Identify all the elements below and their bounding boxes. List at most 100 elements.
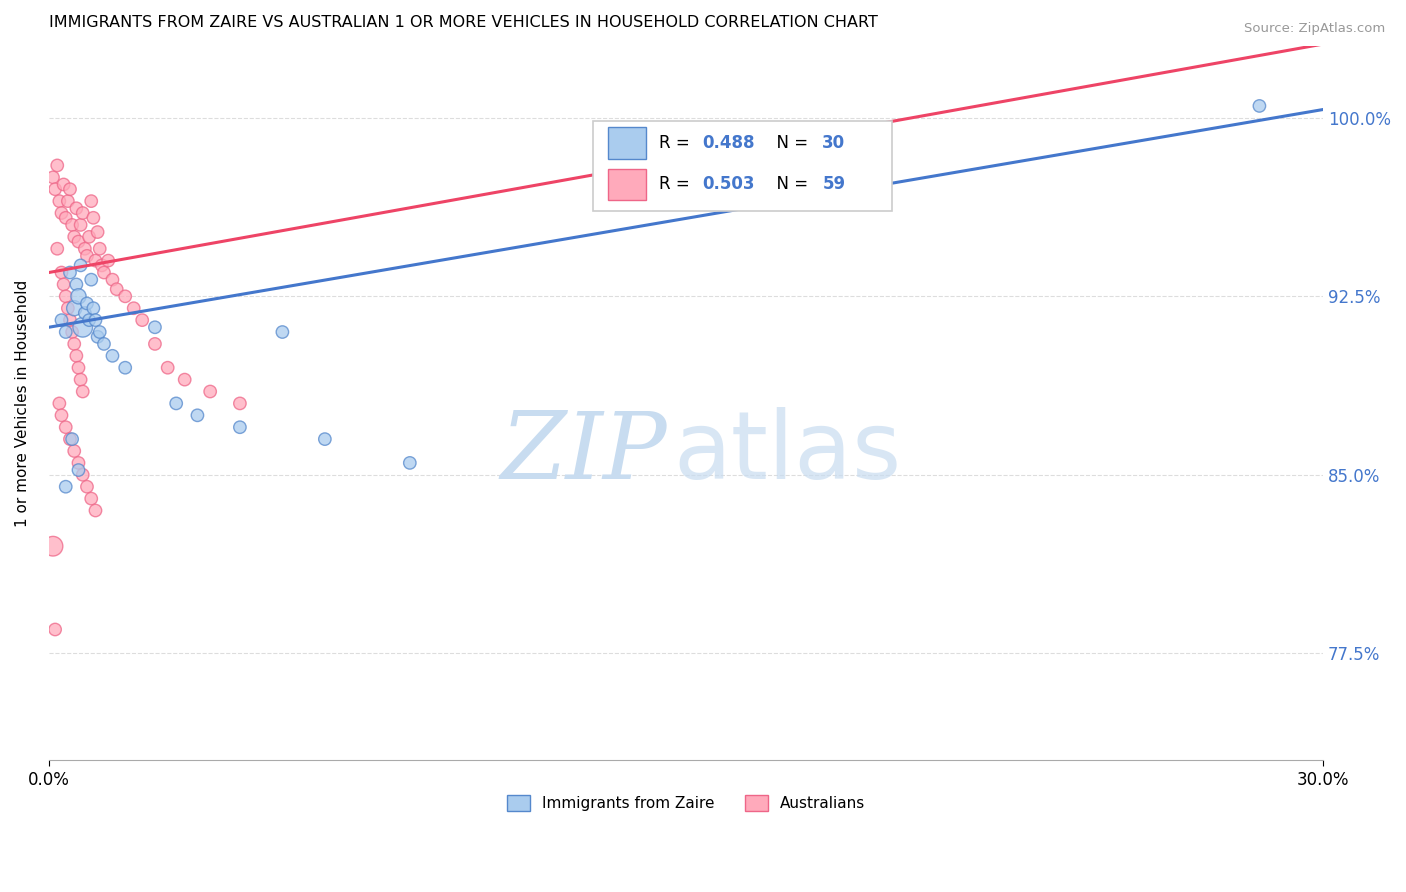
Point [56, 301, 79, 316]
Point [55, 211, 77, 225]
Point [76, 296, 98, 310]
Point [77, 230, 100, 244]
Point [67, 456, 90, 470]
Text: 0.488: 0.488 [703, 134, 755, 152]
Point [229, 420, 252, 434]
Text: 0.503: 0.503 [703, 175, 755, 194]
Point [84, 253, 107, 268]
Point [97, 253, 120, 268]
Text: ZIP: ZIP [501, 409, 666, 499]
Point [51, 206, 73, 220]
Point [72, 467, 94, 482]
Point [42, 539, 65, 553]
Point [46, 242, 69, 256]
Point [86, 330, 108, 344]
Text: R =: R = [659, 175, 695, 194]
Point [60, 218, 83, 232]
Point [86, 225, 108, 239]
Point [46, 158, 69, 172]
Point [131, 313, 153, 327]
Point [93, 266, 115, 280]
Point [186, 409, 208, 423]
Point [89, 325, 111, 339]
Text: R =: R = [659, 134, 695, 152]
Text: 59: 59 [823, 175, 845, 194]
Point [55, 325, 77, 339]
Point [44, 623, 66, 637]
Point [105, 282, 128, 296]
Point [1249, 99, 1271, 113]
Point [84, 503, 107, 517]
Point [51, 313, 73, 327]
Point [72, 206, 94, 220]
Point [65, 277, 87, 292]
Point [80, 194, 103, 208]
Point [82, 211, 104, 225]
Point [52, 178, 75, 192]
Point [56, 194, 79, 208]
Point [89, 242, 111, 256]
Point [59, 313, 82, 327]
Y-axis label: 1 or more Vehicles in Household: 1 or more Vehicles in Household [15, 280, 30, 527]
Point [65, 201, 87, 215]
Point [73, 306, 96, 320]
Point [77, 313, 100, 327]
Point [314, 432, 336, 446]
Point [59, 266, 82, 280]
Point [271, 325, 294, 339]
Point [69, 259, 91, 273]
Point [59, 182, 82, 196]
Point [51, 409, 73, 423]
Point [48, 396, 70, 410]
Point [67, 289, 90, 303]
Point [63, 444, 86, 458]
Legend: Immigrants from Zaire, Australians: Immigrants from Zaire, Australians [501, 789, 872, 817]
Point [93, 337, 115, 351]
Point [55, 289, 77, 303]
Point [165, 396, 187, 410]
Point [122, 301, 145, 316]
Point [114, 289, 136, 303]
Point [69, 218, 91, 232]
Text: N =: N = [766, 175, 814, 194]
Point [80, 491, 103, 506]
Point [84, 313, 107, 327]
Point [63, 301, 86, 316]
Point [143, 337, 166, 351]
Text: atlas: atlas [673, 408, 901, 500]
Point [63, 230, 86, 244]
Point [72, 384, 94, 399]
Point [101, 273, 124, 287]
Point [51, 266, 73, 280]
Text: 30: 30 [823, 134, 845, 152]
Point [55, 420, 77, 434]
Point [398, 456, 420, 470]
Point [80, 273, 103, 287]
Point [229, 396, 252, 410]
Point [198, 384, 221, 399]
Point [73, 242, 96, 256]
Text: Source: ZipAtlas.com: Source: ZipAtlas.com [1244, 22, 1385, 36]
Point [114, 360, 136, 375]
Point [59, 432, 82, 446]
Text: N =: N = [766, 134, 814, 152]
Bar [609, 169, 647, 200]
Point [52, 277, 75, 292]
Point [67, 463, 90, 477]
Point [101, 349, 124, 363]
Point [60, 432, 83, 446]
Point [90, 259, 112, 273]
Point [82, 301, 104, 316]
Point [42, 170, 65, 185]
Point [67, 235, 90, 249]
Point [76, 480, 98, 494]
Point [156, 360, 179, 375]
Point [72, 320, 94, 334]
Point [44, 182, 66, 196]
Point [67, 360, 90, 375]
Point [76, 249, 98, 263]
Point [63, 337, 86, 351]
Point [65, 349, 87, 363]
Point [143, 320, 166, 334]
Bar [609, 128, 647, 159]
